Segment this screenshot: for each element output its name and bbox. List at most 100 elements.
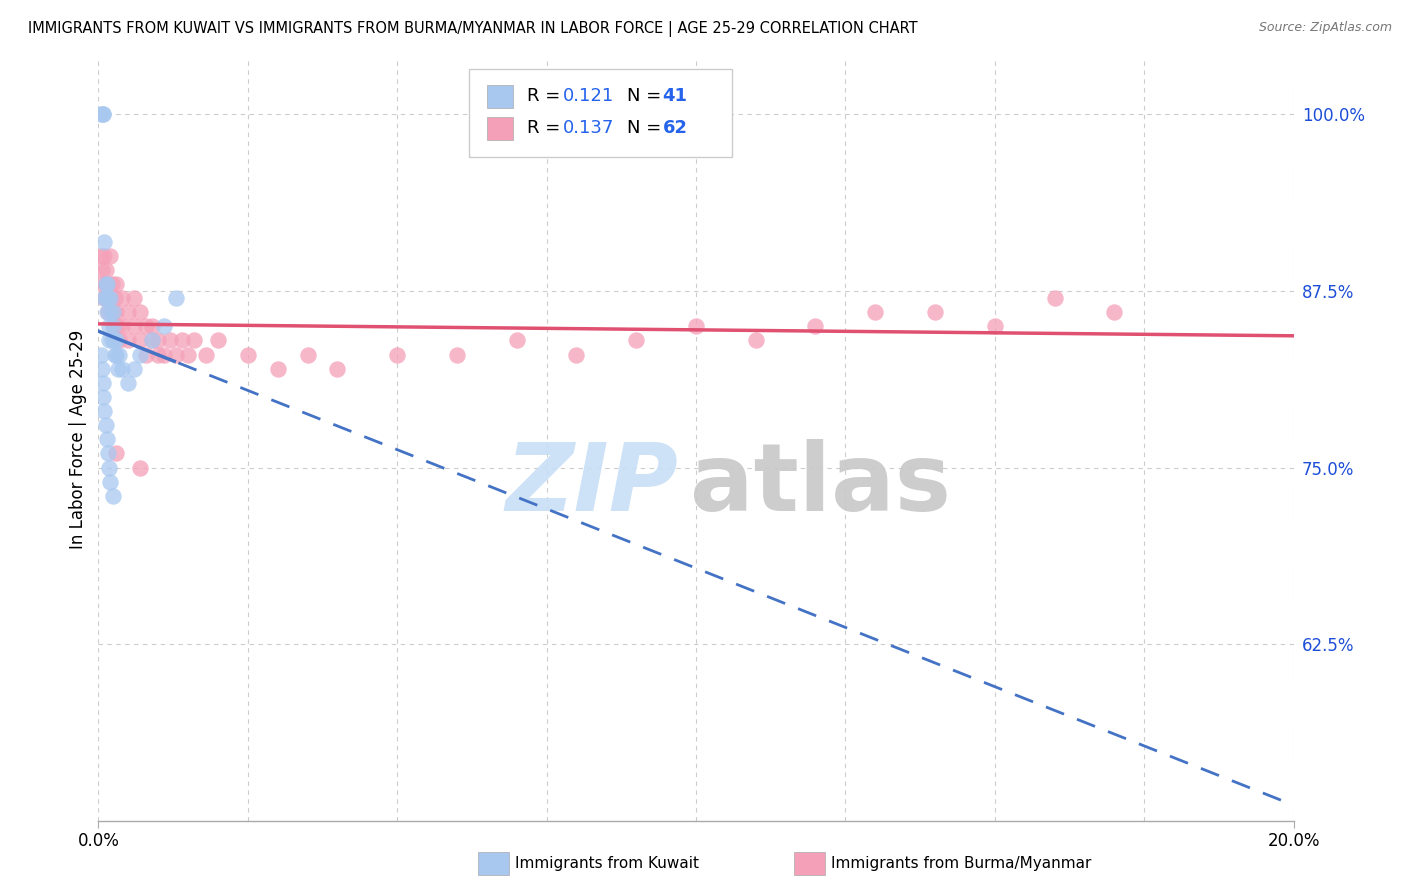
Point: [90, 249, 112, 263]
Point: [100, 334, 122, 348]
Point: [165, 291, 187, 305]
Point: [96, 291, 118, 305]
Point: [446, 348, 468, 362]
Point: [101, 305, 124, 319]
Point: [98, 291, 122, 305]
Point: [105, 305, 128, 319]
Point: [148, 334, 170, 348]
Point: [98, 291, 122, 305]
Text: IMMIGRANTS FROM KUWAIT VS IMMIGRANTS FROM BURMA/MYANMAR IN LABOR FORCE | AGE 25-: IMMIGRANTS FROM KUWAIT VS IMMIGRANTS FRO…: [28, 21, 918, 37]
Text: N =: N =: [627, 120, 666, 137]
Text: ZIP: ZIP: [505, 439, 678, 531]
Text: Source: ZipAtlas.com: Source: ZipAtlas.com: [1258, 21, 1392, 34]
Point: [111, 291, 134, 305]
Point: [1104, 305, 1126, 319]
Point: [91, 262, 114, 277]
Point: [103, 489, 125, 503]
Point: [195, 348, 218, 362]
Y-axis label: In Labor Force | Age 25-29: In Labor Force | Age 25-29: [69, 330, 87, 549]
Point: [98, 305, 122, 319]
Point: [97, 319, 120, 334]
Text: R =: R =: [527, 120, 567, 137]
Point: [94, 418, 117, 433]
Point: [90, 348, 112, 362]
Point: [385, 348, 409, 362]
Point: [153, 348, 176, 362]
Point: [1043, 291, 1066, 305]
Point: [91, 277, 114, 291]
FancyBboxPatch shape: [486, 85, 513, 108]
Point: [236, 348, 259, 362]
Point: [685, 319, 707, 334]
Point: [105, 334, 128, 348]
Point: [104, 348, 127, 362]
Text: R =: R =: [527, 87, 567, 105]
Point: [96, 277, 118, 291]
Text: 0.137: 0.137: [564, 120, 614, 137]
Point: [97, 305, 120, 319]
Text: N =: N =: [627, 87, 666, 105]
Point: [129, 348, 152, 362]
Point: [172, 334, 194, 348]
Point: [924, 305, 946, 319]
Point: [93, 404, 115, 418]
Point: [107, 348, 129, 362]
Point: [129, 334, 152, 348]
Point: [135, 348, 157, 362]
Point: [91, 376, 114, 390]
Point: [117, 305, 139, 319]
Text: 41: 41: [662, 87, 688, 105]
Point: [103, 334, 125, 348]
Point: [297, 348, 319, 362]
Point: [129, 305, 152, 319]
Point: [626, 334, 648, 348]
Point: [91, 107, 114, 121]
Point: [96, 305, 118, 319]
FancyBboxPatch shape: [470, 70, 733, 157]
Point: [93, 291, 115, 305]
Point: [98, 291, 121, 305]
Point: [177, 348, 200, 362]
Point: [93, 249, 115, 263]
Point: [117, 376, 139, 390]
Point: [105, 446, 128, 460]
Point: [93, 235, 115, 249]
Point: [141, 334, 163, 348]
Point: [107, 319, 129, 334]
Point: [159, 334, 181, 348]
Point: [117, 334, 139, 348]
Point: [141, 334, 163, 348]
Point: [103, 319, 125, 334]
Point: [124, 361, 146, 376]
FancyBboxPatch shape: [486, 117, 513, 139]
Text: 62: 62: [662, 120, 688, 137]
Point: [101, 319, 124, 334]
Point: [97, 291, 120, 305]
Point: [745, 334, 768, 348]
Point: [96, 262, 118, 277]
Point: [165, 348, 187, 362]
Text: Immigrants from Kuwait: Immigrants from Kuwait: [515, 856, 699, 871]
Point: [98, 249, 122, 263]
Point: [91, 107, 114, 121]
Point: [105, 277, 128, 291]
Point: [326, 361, 349, 376]
Point: [107, 334, 129, 348]
Point: [141, 319, 163, 334]
Point: [96, 291, 118, 305]
Point: [267, 361, 290, 376]
Point: [105, 348, 128, 362]
Point: [984, 319, 1007, 334]
Point: [94, 277, 117, 291]
Text: Immigrants from Burma/Myanmar: Immigrants from Burma/Myanmar: [831, 856, 1091, 871]
Point: [100, 277, 122, 291]
Point: [93, 291, 115, 305]
Point: [865, 305, 887, 319]
Point: [90, 107, 112, 121]
Text: atlas: atlas: [690, 439, 950, 531]
Point: [124, 319, 146, 334]
Point: [91, 361, 114, 376]
Point: [104, 291, 127, 305]
Point: [98, 334, 121, 348]
Point: [506, 334, 529, 348]
